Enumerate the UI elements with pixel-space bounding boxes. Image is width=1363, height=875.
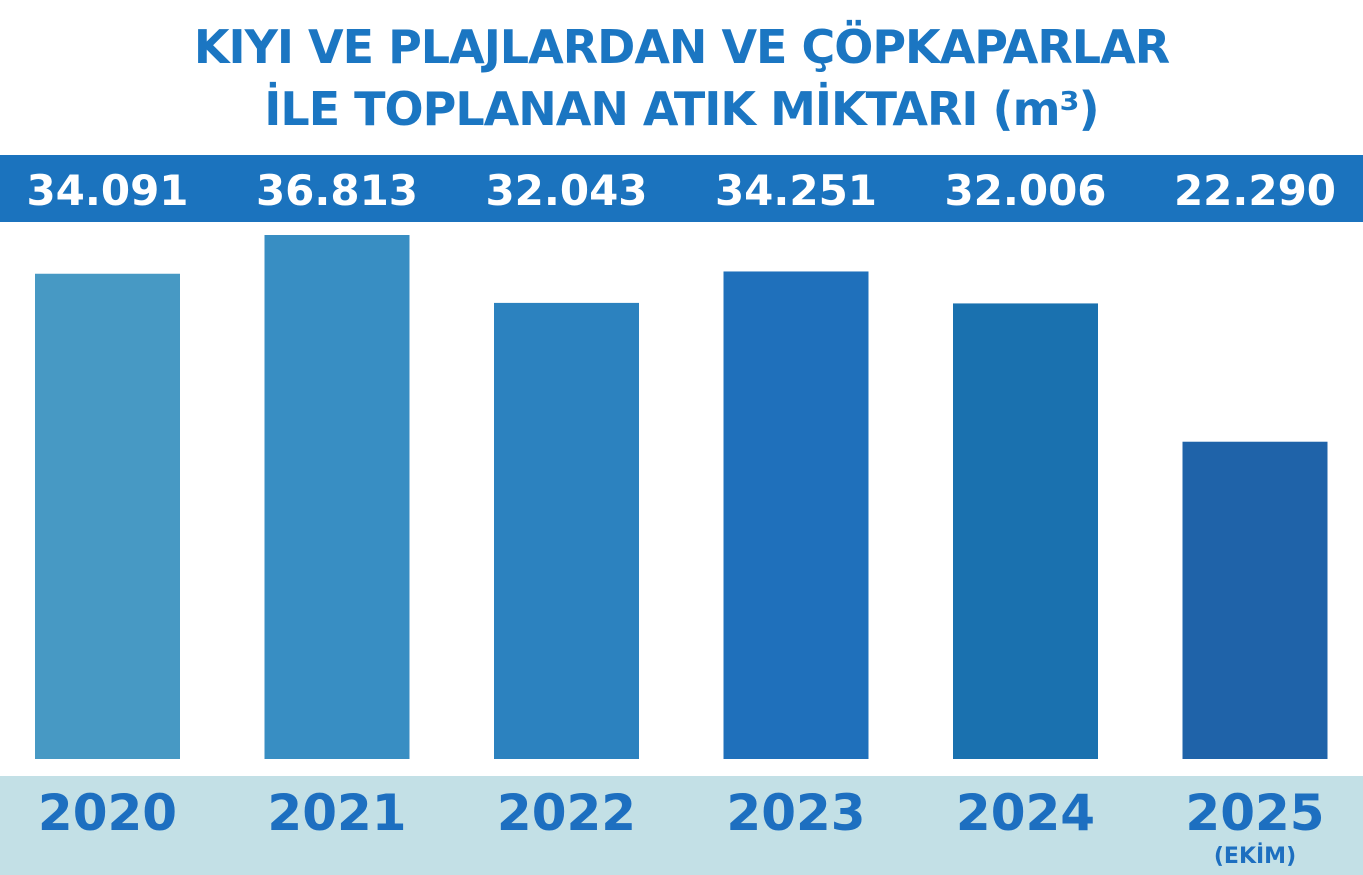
- bar-2021: [264, 235, 410, 759]
- category-label-2022: 2022: [497, 784, 636, 842]
- value-label-2020: 34.091: [26, 166, 188, 215]
- bar-2024: [953, 303, 1098, 759]
- chart-title-line-2: İLE TOPLANAN ATIK MİKTARI (m³): [264, 82, 1099, 136]
- value-label-band: [0, 155, 1363, 222]
- value-label-2021: 36.813: [256, 166, 418, 215]
- value-label-2025: 22.290: [1174, 166, 1336, 215]
- bar-2025: [1182, 441, 1328, 759]
- value-label-2022: 32.043: [485, 166, 647, 215]
- chart-title-line-1: KIYI VE PLAJLARDAN VE ÇÖPKAPARLAR: [193, 20, 1170, 74]
- category-label-2024: 2024: [956, 784, 1095, 842]
- bar-2023: [723, 271, 869, 759]
- category-label-2023: 2023: [726, 784, 865, 842]
- bar-2022: [494, 302, 639, 759]
- category-label-2020: 2020: [38, 784, 177, 842]
- value-label-2023: 34.251: [715, 166, 877, 215]
- bar-2020: [35, 273, 180, 759]
- category-label-2021: 2021: [267, 784, 406, 842]
- category-label-band: [0, 776, 1363, 875]
- category-label-2025: 2025: [1185, 784, 1324, 842]
- category-note-2025: (EKİM): [1214, 843, 1296, 869]
- value-label-2024: 32.006: [944, 166, 1106, 215]
